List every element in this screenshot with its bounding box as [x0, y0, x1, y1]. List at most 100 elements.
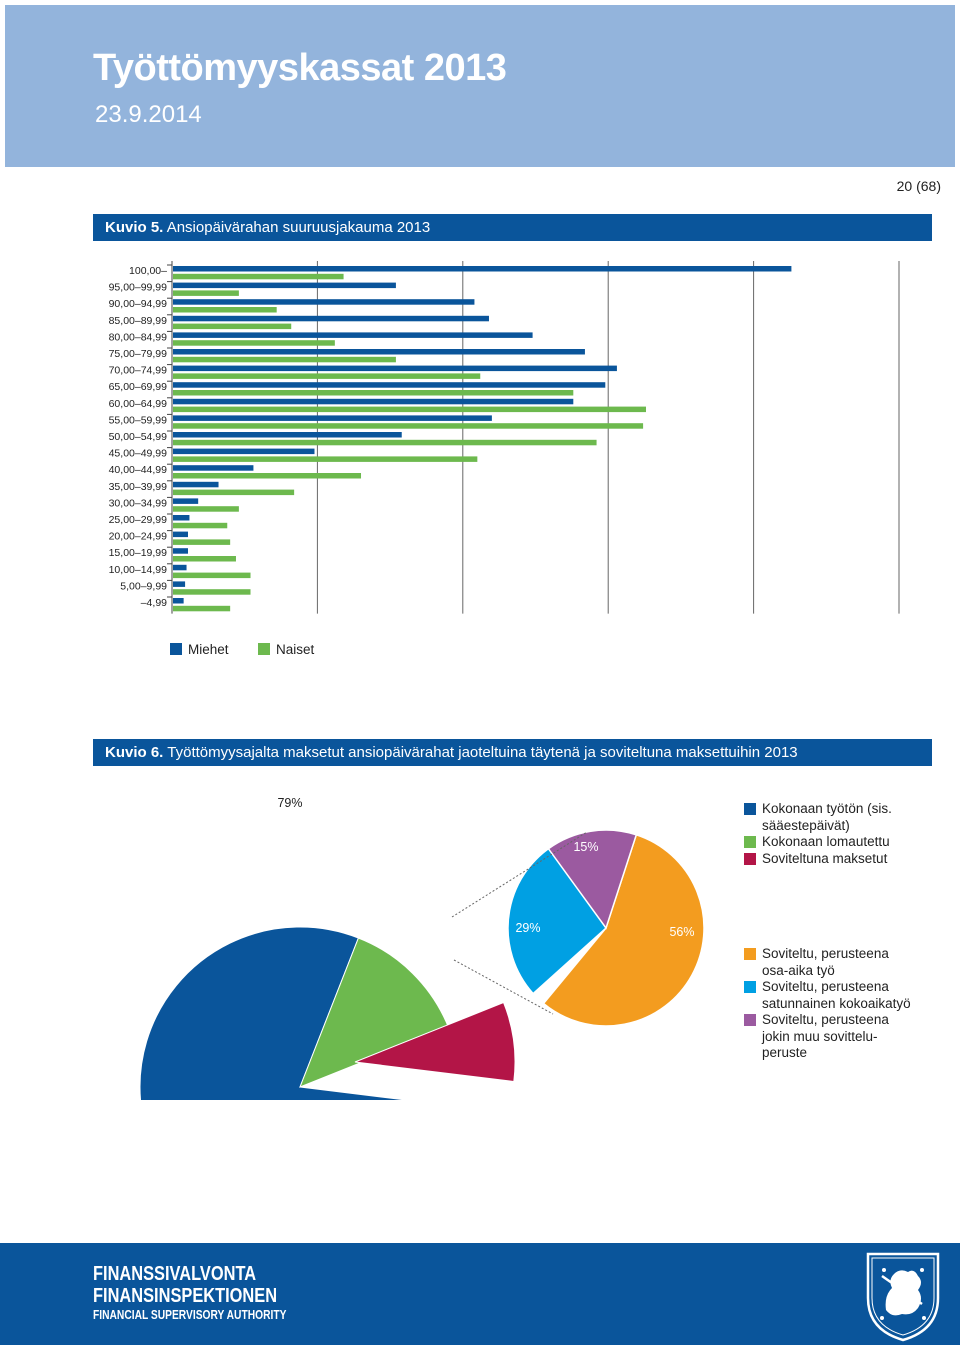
- bar-miehet: [173, 398, 574, 405]
- bar-naiset: [173, 373, 481, 379]
- bar-naiset: [173, 439, 597, 446]
- bar-miehet: [173, 581, 186, 587]
- y-tick-label: 100,00–: [129, 265, 167, 277]
- legend-label: Kokonaan työtön (sis. sääestepäivät): [762, 801, 892, 833]
- bar-miehet: [173, 465, 254, 471]
- pie-legend-item: Kokonaan työtön (sis. sääestepäivät): [744, 801, 914, 834]
- legend-item-miehet: Miehet: [170, 642, 229, 657]
- bar-miehet: [173, 315, 489, 322]
- bar-miehet: [173, 531, 188, 538]
- sub-pie-slice-3: [547, 829, 638, 930]
- bar-miehet: [173, 481, 219, 488]
- legend-swatch: [744, 1014, 756, 1026]
- pie-slice-label: 79%: [277, 796, 302, 810]
- pie-legend-item: Soviteltu, perusteena satunnainen kokoai…: [744, 979, 914, 1012]
- legend-label: Miehet: [188, 642, 229, 657]
- figure6-title: Työttömyysajalta maksetut ansiopäiväraha…: [167, 744, 798, 761]
- bar-miehet: [173, 266, 792, 272]
- pie-charts: 79% 13% 8% 56% 29% 15%: [139, 796, 705, 1100]
- page-header: Työttömyyskassat 2013 23.9.2014: [5, 5, 955, 167]
- bar-miehet: [173, 332, 533, 338]
- document-title: Työttömyyskassat 2013: [93, 47, 507, 89]
- legend-swatch: [258, 643, 270, 655]
- bar-naiset: [173, 390, 574, 396]
- bar-naiset: [173, 506, 239, 512]
- page-footer: FINANSSIVALVONTA FINANSINSPEKTIONEN FINA…: [0, 1243, 960, 1345]
- y-tick-label: –4,99: [141, 597, 167, 609]
- bar-naiset: [173, 489, 295, 496]
- bar-miehet: [173, 432, 402, 438]
- footer-name-sv: FINANSINSPEKTIONEN: [93, 1285, 278, 1307]
- pie-legend-item: Soviteltu, perusteena osa-aika työ: [744, 946, 914, 979]
- y-tick-label: 95,00–99,99: [109, 282, 168, 294]
- bar-naiset: [173, 323, 292, 330]
- sub-pie-slice-label: 29%: [515, 921, 540, 935]
- legend-swatch: [744, 948, 756, 960]
- pie-legend-item: Soviteltuna maksetut: [744, 851, 914, 868]
- connector-line: [451, 831, 588, 918]
- legend-swatch: [744, 803, 756, 815]
- sub-pie-slice-1: [542, 833, 705, 1027]
- legend-item-naiset: Naiset: [258, 642, 314, 657]
- y-tick-label: 75,00–79,99: [109, 348, 168, 360]
- bar-naiset: [173, 273, 344, 280]
- y-tick-label: 10,00–14,99: [109, 564, 168, 576]
- document-date: 23.9.2014: [95, 101, 202, 128]
- y-tick-label: 35,00–39,99: [109, 481, 168, 493]
- bar-chart: 05 00010 00015 00020 00025 000100,00–95,…: [109, 261, 900, 614]
- y-tick-label: 25,00–29,99: [109, 514, 168, 526]
- legend-label: Soviteltu, perusteena jokin muu sovittel…: [762, 1012, 889, 1060]
- footer-logo-text: FINANSSIVALVONTA FINANSINSPEKTIONEN FINA…: [93, 1263, 329, 1323]
- sub-pie-legend: Soviteltu, perusteena osa-aika työ Sovite…: [744, 946, 914, 1062]
- legend-label: Soviteltu, perusteena satunnainen kokoai…: [762, 979, 911, 1011]
- figure6-title-bar: Kuvio 6. Työttömyysajalta maksetut ansio…: [93, 739, 932, 766]
- legend-swatch: [744, 836, 756, 848]
- bar-miehet: [173, 548, 188, 554]
- y-tick-label: 20,00–24,99: [109, 531, 168, 543]
- bar-miehet: [173, 382, 606, 388]
- bar-naiset: [173, 589, 251, 595]
- y-tick-label: 5,00–9,99: [120, 580, 167, 592]
- bar-naiset: [173, 290, 239, 296]
- legend-label: Naiset: [276, 642, 315, 657]
- bar-naiset: [173, 423, 644, 429]
- main-pie-legend: Kokonaan työtön (sis. sääestepäivät) Koko…: [744, 801, 914, 867]
- page-number: 20 (68): [896, 178, 941, 194]
- bar-naiset: [173, 556, 236, 562]
- legend-label: Soviteltu, perusteena osa-aika työ: [762, 946, 889, 978]
- bar-naiset: [173, 473, 362, 479]
- pie-slice-label: 8%: [424, 917, 442, 931]
- legend-swatch: [744, 981, 756, 993]
- legend-label: Kokonaan lomautettu: [762, 834, 890, 849]
- footer-name-fi: FINANSSIVALVONTA: [93, 1263, 257, 1285]
- pie-legend-item: Soviteltu, perusteena jokin muu sovittel…: [744, 1012, 914, 1062]
- bar-miehet: [173, 299, 475, 305]
- bar-naiset: [173, 572, 251, 579]
- pie-slice-label: 13%: [377, 845, 402, 859]
- sub-pie-slice-label: 15%: [573, 840, 598, 854]
- legend-swatch: [744, 852, 756, 865]
- y-tick-label: 55,00–59,99: [109, 414, 168, 426]
- bar-miehet: [173, 515, 190, 521]
- bar-naiset: [173, 522, 228, 529]
- y-tick-label: 50,00–54,99: [109, 431, 168, 443]
- y-tick-label: 70,00–74,99: [109, 365, 168, 377]
- footer-name-en: FINANCIAL SUPERVISORY AUTHORITY: [93, 1308, 287, 1322]
- legend-swatch: [170, 643, 182, 655]
- bar-miehet: [173, 349, 585, 355]
- y-tick-label: 60,00–64,99: [109, 398, 168, 410]
- bar-miehet: [173, 564, 187, 571]
- pie-legend-item: Kokonaan lomautettu: [744, 834, 914, 851]
- bar-naiset: [173, 356, 396, 363]
- bar-naiset: [173, 307, 277, 313]
- y-tick-label: 15,00–19,99: [109, 547, 168, 559]
- y-tick-label: 85,00–89,99: [109, 315, 168, 327]
- pie-slice-2: [299, 937, 450, 1088]
- sub-pie-slice-2: [507, 840, 607, 995]
- y-tick-label: 65,00–69,99: [109, 381, 168, 393]
- bar-naiset: [173, 605, 231, 612]
- y-tick-label: 40,00–44,99: [109, 464, 168, 476]
- bar-naiset: [173, 539, 231, 545]
- y-tick-label: 80,00–84,99: [109, 331, 168, 343]
- pie-slice-1: [139, 926, 410, 1100]
